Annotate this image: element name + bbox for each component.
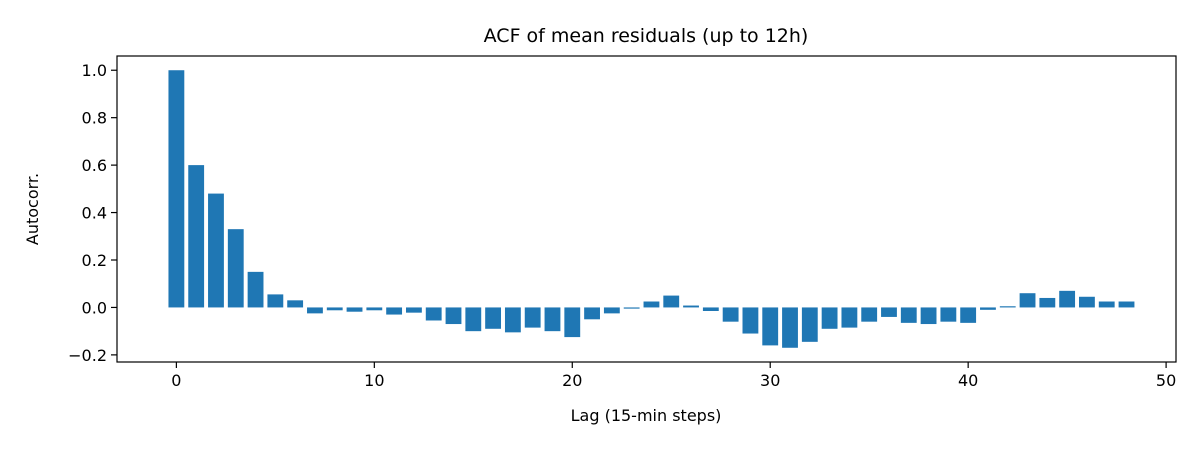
- chart-title: ACF of mean residuals (up to 12h): [484, 25, 809, 47]
- x-tick-label: 40: [958, 371, 978, 390]
- acf-bar-lag-30: [762, 307, 779, 346]
- acf-bar-lag-45: [1059, 290, 1076, 308]
- x-tick-label: 0: [171, 371, 181, 390]
- acf-bar-lag-17: [504, 307, 521, 333]
- acf-bar-lag-35: [861, 307, 878, 322]
- acf-bar-lag-22: [603, 307, 620, 314]
- x-axis-ticks: 0 10 20 30 40 50: [171, 362, 1176, 390]
- y-tick-label: 0.8: [82, 109, 107, 128]
- x-tick-label: 20: [562, 371, 582, 390]
- plot-area-frame: [116, 55, 1177, 363]
- acf-bar-lag-48: [1118, 301, 1135, 308]
- acf-bar-lag-25: [663, 295, 680, 308]
- acf-bar-lag-14: [445, 307, 462, 325]
- acf-bar-lag-13: [425, 307, 442, 321]
- acf-bar-lag-19: [544, 307, 561, 332]
- x-tick-label: 30: [760, 371, 780, 390]
- x-tick-label: 10: [364, 371, 384, 390]
- y-tick-label: 0.6: [82, 156, 107, 175]
- acf-bar-lag-40: [960, 307, 977, 323]
- acf-bar-lag-8: [326, 307, 343, 311]
- acf-bar-lag-6: [287, 300, 304, 308]
- y-axis-ticks: −0.2 0.0 0.2 0.4 0.6 0.8 1.0: [68, 61, 117, 365]
- y-axis-title: Autocorr.: [23, 173, 42, 245]
- acf-bar-lag-27: [702, 307, 719, 311]
- acf-bar-lag-32: [801, 307, 818, 342]
- acf-bar-lag-18: [524, 307, 541, 328]
- y-tick-label: 0.4: [82, 204, 107, 223]
- acf-bar-lag-37: [900, 307, 917, 323]
- acf-bar-lag-4: [247, 271, 264, 308]
- acf-bar-lag-12: [405, 307, 422, 313]
- acf-bar-lag-26: [683, 305, 699, 308]
- acf-bar-lag-9: [346, 307, 363, 312]
- acf-bar-lag-46: [1079, 296, 1095, 308]
- acf-bar-lag-43: [1019, 293, 1036, 308]
- acf-bar-lag-47: [1098, 301, 1115, 308]
- acf-bar-lag-39: [940, 307, 957, 322]
- acf-bar-lag-42: [999, 306, 1016, 308]
- acf-bar-lag-7: [307, 307, 323, 314]
- acf-bar-lag-15: [465, 307, 482, 332]
- bars-layer: [168, 70, 1135, 348]
- x-axis-title: Lag (15-min steps): [571, 406, 722, 425]
- acf-bar-lag-23: [623, 307, 640, 309]
- acf-bar-lag-24: [643, 301, 660, 308]
- acf-bar-lag-41: [980, 307, 996, 310]
- acf-bar-lag-33: [821, 307, 838, 329]
- acf-bar-lag-36: [881, 307, 897, 317]
- acf-bar-lag-2: [208, 193, 224, 308]
- acf-bar-lag-29: [742, 307, 759, 334]
- y-tick-label: 1.0: [82, 61, 107, 80]
- acf-bar-lag-3: [227, 229, 244, 308]
- acf-bar-lag-1: [188, 165, 205, 308]
- acf-bar-lag-11: [386, 307, 403, 315]
- acf-bar-lag-0: [168, 70, 185, 308]
- y-tick-label: 0.2: [82, 251, 107, 270]
- acf-bar-lag-34: [841, 307, 858, 328]
- acf-bar-lag-20: [564, 307, 581, 338]
- acf-bar-lag-21: [584, 307, 600, 320]
- acf-bar-lag-5: [267, 294, 284, 308]
- y-tick-label: −0.2: [68, 346, 107, 365]
- x-tick-label: 50: [1156, 371, 1176, 390]
- acf-bar-lag-38: [920, 307, 937, 325]
- acf-bar-lag-28: [722, 307, 739, 322]
- acf-bar-lag-10: [366, 307, 383, 311]
- acf-bar-lag-16: [485, 307, 502, 329]
- acf-bar-lag-44: [1039, 297, 1056, 308]
- acf-bar-lag-31: [782, 307, 798, 348]
- y-tick-label: 0.0: [82, 298, 107, 317]
